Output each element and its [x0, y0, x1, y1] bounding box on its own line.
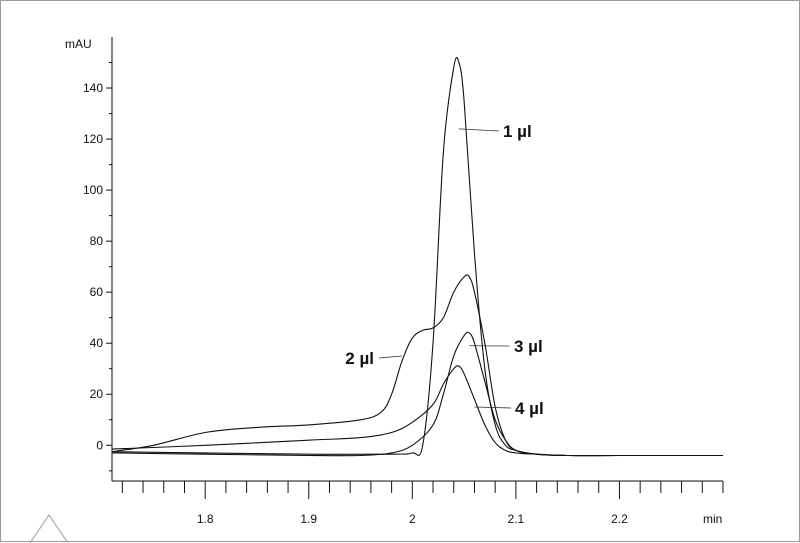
y-tick-label: 0 — [96, 438, 103, 452]
y-tick-label: 60 — [90, 285, 104, 299]
annotation-leader — [474, 407, 511, 408]
traces — [112, 57, 723, 455]
trace-label: 1 µl — [503, 122, 532, 141]
x-tick-label: 2.2 — [611, 512, 628, 526]
trace-label: 2 µl — [345, 349, 374, 368]
y-tick-label: 80 — [90, 234, 104, 248]
y-tick-label: 20 — [90, 387, 104, 401]
y-tick-label: 120 — [83, 132, 103, 146]
trace-annotations: 1 µl 2 µl 3 µl 4 µl — [345, 122, 543, 418]
y-tick-label: 40 — [90, 336, 104, 350]
x-axis: 1.8 1.9 2 2.1 2.2 — [112, 481, 723, 526]
trace-label: 3 µl — [514, 337, 543, 356]
annotation-leader — [379, 356, 402, 358]
x-tick-label: 2 — [409, 512, 416, 526]
y-tick-label: 140 — [83, 81, 103, 95]
x-axis-unit-label: min — [703, 512, 722, 526]
corner-triangle-decoration — [30, 515, 68, 543]
x-tick-label: 1.8 — [197, 512, 214, 526]
x-tick-label: 2.1 — [508, 512, 525, 526]
y-axis: 0 20 40 60 80 100 120 140 — [83, 37, 112, 481]
trace-1ul — [112, 57, 723, 455]
y-tick-label: 100 — [83, 183, 103, 197]
trace-3ul — [112, 332, 723, 456]
trace-label: 4 µl — [515, 399, 544, 418]
y-axis-unit-label: mAU — [65, 37, 92, 51]
x-tick-label: 1.9 — [300, 512, 317, 526]
trace-2ul — [112, 275, 723, 456]
annotation-leader — [459, 129, 499, 131]
